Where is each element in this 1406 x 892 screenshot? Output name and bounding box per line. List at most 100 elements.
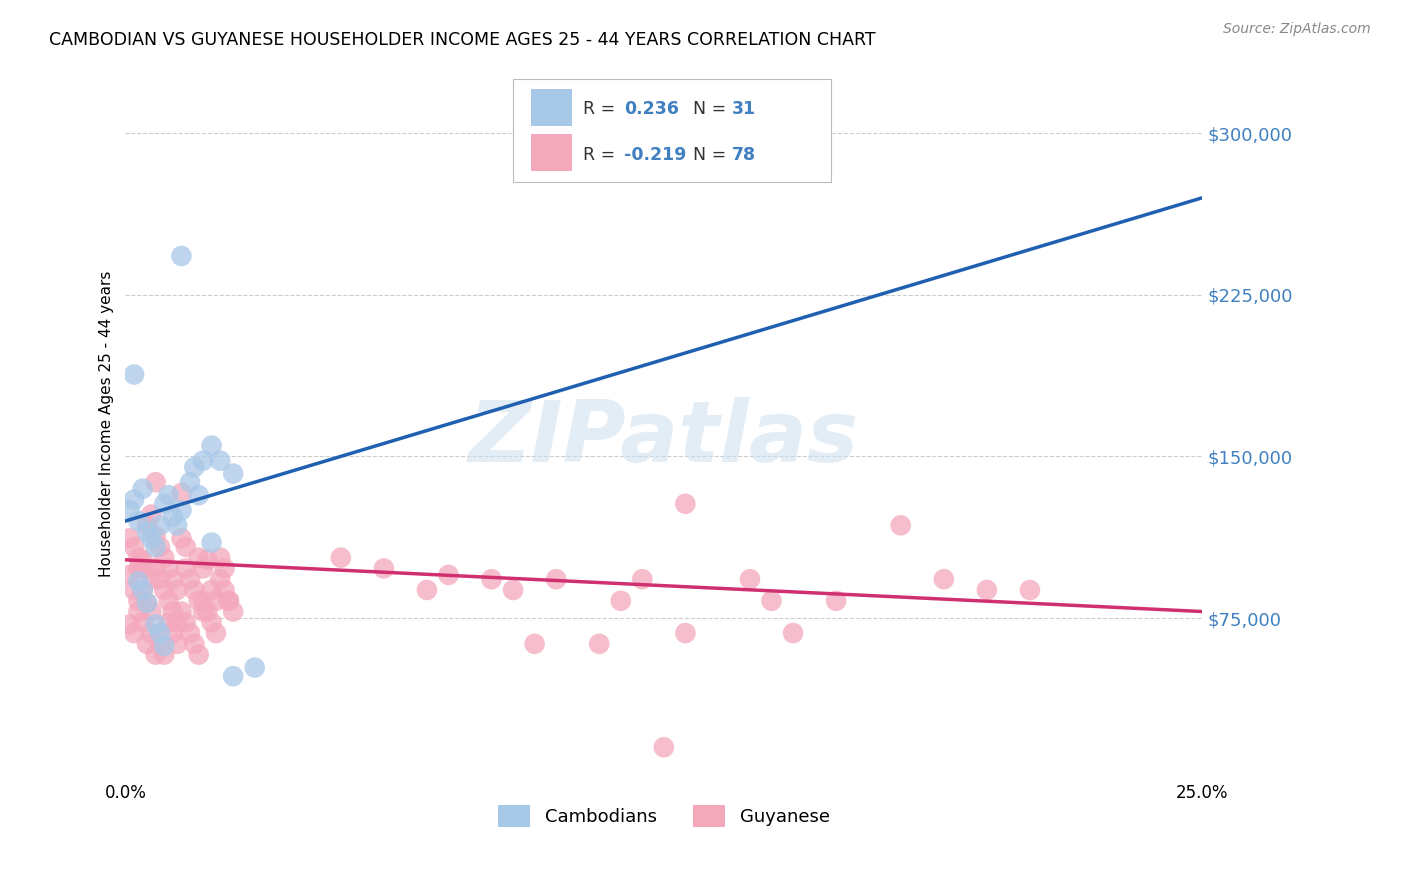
Point <box>141 572 163 586</box>
Text: -0.219: -0.219 <box>624 146 686 164</box>
Point <box>201 535 224 549</box>
Text: ZIPatlas: ZIPatlas <box>468 397 859 480</box>
Point <box>127 550 149 565</box>
Point <box>218 593 240 607</box>
Point <box>174 561 197 575</box>
Point <box>131 561 153 575</box>
Point <box>502 582 524 597</box>
Point <box>122 582 145 597</box>
Point <box>187 550 209 565</box>
Point <box>122 540 145 554</box>
Point <box>131 582 153 597</box>
Point <box>145 617 167 632</box>
Point <box>118 617 141 632</box>
Point <box>145 540 167 554</box>
Point <box>162 572 184 586</box>
Point <box>145 648 167 662</box>
Point <box>153 648 176 662</box>
FancyBboxPatch shape <box>513 79 831 182</box>
Text: N =: N = <box>693 146 731 164</box>
Point <box>976 582 998 597</box>
FancyBboxPatch shape <box>531 89 572 126</box>
Point <box>187 593 209 607</box>
Point <box>127 561 149 575</box>
Point <box>183 637 205 651</box>
Point <box>209 453 232 467</box>
Point <box>205 593 228 607</box>
Point <box>652 740 675 755</box>
Point <box>136 524 159 539</box>
Point <box>437 568 460 582</box>
Point <box>149 637 172 651</box>
Text: 31: 31 <box>731 100 756 118</box>
Point <box>201 439 224 453</box>
Text: N =: N = <box>693 100 731 118</box>
Point <box>141 626 163 640</box>
Point <box>170 531 193 545</box>
Point <box>631 572 654 586</box>
Point <box>149 626 172 640</box>
Point <box>162 626 184 640</box>
Point <box>153 497 176 511</box>
Point <box>191 453 214 467</box>
Point <box>222 467 245 481</box>
Point <box>523 637 546 651</box>
Point <box>932 572 955 586</box>
Point <box>170 486 193 500</box>
Point <box>131 482 153 496</box>
Point <box>481 572 503 586</box>
Point <box>209 572 232 586</box>
Point <box>122 626 145 640</box>
Text: 0.236: 0.236 <box>624 100 679 118</box>
Point <box>183 460 205 475</box>
Point <box>170 249 193 263</box>
Point <box>153 550 176 565</box>
Text: 78: 78 <box>731 146 756 164</box>
Point <box>118 531 141 545</box>
Point <box>157 615 180 630</box>
Point <box>179 572 201 586</box>
Point <box>183 582 205 597</box>
Point <box>546 572 568 586</box>
Point <box>166 582 188 597</box>
Point <box>329 550 352 565</box>
Text: Source: ZipAtlas.com: Source: ZipAtlas.com <box>1223 22 1371 37</box>
Point <box>127 605 149 619</box>
Point <box>136 637 159 651</box>
Point <box>673 497 696 511</box>
Point <box>131 615 153 630</box>
Point <box>588 637 610 651</box>
Point <box>610 593 633 607</box>
Point <box>179 475 201 490</box>
Point <box>122 492 145 507</box>
Point <box>191 605 214 619</box>
Point <box>179 626 201 640</box>
Point <box>373 561 395 575</box>
Point <box>222 605 245 619</box>
Point <box>141 531 163 545</box>
Point <box>157 593 180 607</box>
Point <box>782 626 804 640</box>
Point <box>243 660 266 674</box>
Point <box>825 593 848 607</box>
Point <box>187 648 209 662</box>
Point <box>149 572 172 586</box>
Text: R =: R = <box>583 100 621 118</box>
Point <box>191 593 214 607</box>
Point <box>214 582 236 597</box>
Point <box>131 553 153 567</box>
Point <box>127 514 149 528</box>
Point <box>157 488 180 502</box>
Point <box>174 540 197 554</box>
Point <box>136 596 159 610</box>
Point <box>191 561 214 575</box>
Point <box>145 475 167 490</box>
Point <box>201 615 224 630</box>
Y-axis label: Householder Income Ages 25 - 44 years: Householder Income Ages 25 - 44 years <box>100 271 114 577</box>
Point <box>214 561 236 575</box>
Point <box>201 582 224 597</box>
Point <box>195 553 218 567</box>
Point <box>166 518 188 533</box>
Point <box>205 626 228 640</box>
Point <box>157 561 180 575</box>
